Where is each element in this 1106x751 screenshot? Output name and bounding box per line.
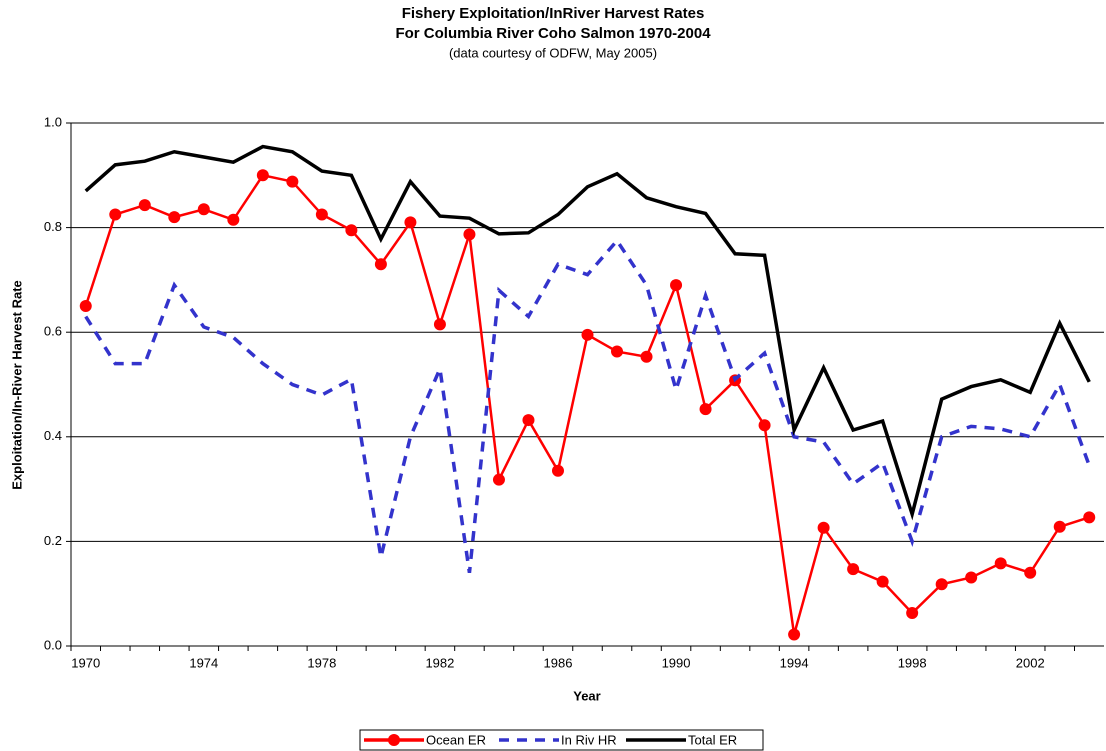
data-point xyxy=(788,628,801,641)
x-tick-label: 1998 xyxy=(898,655,927,670)
y-tick-label: 0.4 xyxy=(44,428,62,443)
data-point xyxy=(611,345,624,358)
data-point xyxy=(433,318,446,331)
data-point xyxy=(906,607,919,620)
data-point xyxy=(197,203,210,216)
y-tick-label: 1.0 xyxy=(44,114,62,129)
data-point xyxy=(994,557,1007,570)
x-tick-label: 1982 xyxy=(425,655,454,670)
x-tick-label: 1994 xyxy=(780,655,809,670)
data-point xyxy=(345,224,358,237)
data-point xyxy=(463,228,476,241)
data-point xyxy=(551,464,564,477)
y-axis-title: Exploitation/In-River Harvest Rate xyxy=(9,280,24,490)
data-point xyxy=(581,328,594,341)
data-point xyxy=(1024,566,1037,579)
data-point xyxy=(965,571,978,584)
chart-subtitle: For Columbia River Coho Salmon 1970-2004 xyxy=(395,25,711,42)
data-point xyxy=(699,403,712,416)
data-point xyxy=(256,169,269,182)
chart-note: (data courtesy of ODFW, May 2005) xyxy=(449,45,657,60)
legend-label: Total ER xyxy=(688,732,737,747)
y-tick-label: 0.8 xyxy=(44,219,62,234)
data-point xyxy=(227,213,240,226)
data-point xyxy=(1053,520,1066,533)
data-point xyxy=(79,300,92,313)
data-point xyxy=(670,279,683,292)
legend-label: In Riv HR xyxy=(561,732,617,747)
data-point xyxy=(640,350,653,363)
chart-title: Fishery Exploitation/InRiver Harvest Rat… xyxy=(402,5,705,22)
data-point xyxy=(935,578,948,591)
y-tick-label: 0.6 xyxy=(44,324,62,339)
series-line xyxy=(84,237,1091,574)
legend-marker xyxy=(388,734,400,746)
data-point xyxy=(374,258,387,271)
data-point xyxy=(404,216,417,229)
x-axis-title: Year xyxy=(573,688,600,703)
x-tick-label: 2002 xyxy=(1016,655,1045,670)
y-tick-label: 0.0 xyxy=(44,637,62,652)
y-tick-label: 0.2 xyxy=(44,533,62,548)
data-point xyxy=(109,208,122,221)
series-line xyxy=(84,144,1091,521)
data-point xyxy=(817,521,830,534)
x-tick-label: 1986 xyxy=(544,655,573,670)
x-tick-label: 1990 xyxy=(662,655,691,670)
data-point xyxy=(847,563,860,576)
legend-label: Ocean ER xyxy=(426,732,486,747)
data-point xyxy=(876,575,889,588)
data-point xyxy=(138,199,151,212)
data-point xyxy=(758,419,771,432)
data-point xyxy=(522,414,535,427)
data-point xyxy=(315,208,328,221)
data-point xyxy=(492,473,505,486)
x-tick-label: 1970 xyxy=(71,655,100,670)
x-tick-label: 1978 xyxy=(307,655,336,670)
data-point xyxy=(168,211,181,224)
data-point xyxy=(286,175,299,188)
legend: Ocean ER In Riv HR Total ER xyxy=(359,729,764,751)
legend-box xyxy=(359,729,764,751)
x-tick-label: 1974 xyxy=(189,655,218,670)
data-point xyxy=(1083,511,1096,524)
